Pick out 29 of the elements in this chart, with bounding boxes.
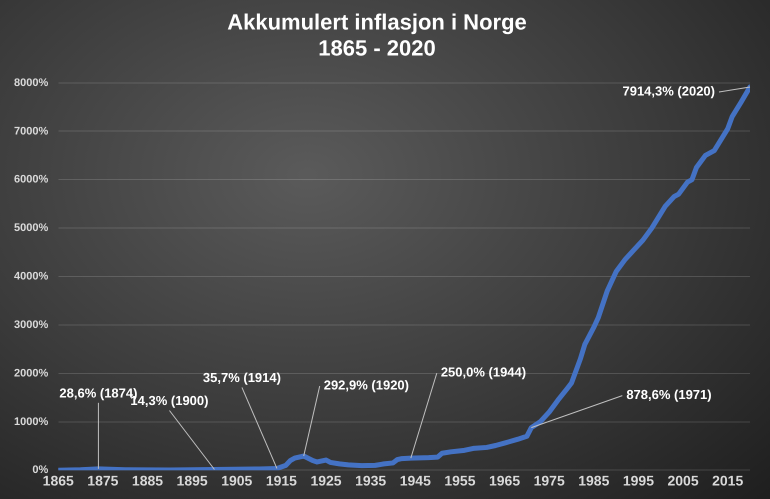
x-tick-label: 2015 [712, 472, 744, 488]
y-tick-label: 5000% [14, 222, 48, 234]
x-tick-label: 1905 [221, 472, 253, 488]
x-tick-label: 1915 [266, 472, 298, 488]
x-tick-label: 1885 [132, 472, 164, 488]
x-tick-label: 1875 [87, 472, 119, 488]
annotation: 250,0% (1944) [440, 364, 526, 380]
x-tick-label: 1975 [534, 472, 565, 488]
x-tick-label: 1985 [578, 472, 610, 488]
annotation: 7914,3% (2020) [622, 84, 715, 99]
x-tick-label: 1935 [355, 472, 386, 488]
x-tick-label: 2005 [667, 472, 699, 488]
y-tick-label: 7000% [14, 125, 48, 138]
x-tick-label: 1895 [176, 472, 208, 488]
x-tick-label: 1955 [444, 472, 476, 488]
y-tick-label: 6000% [14, 174, 48, 186]
chart-title: Akkumulert inflasjon i Norge 1865 - 2020 [227, 9, 527, 61]
y-tick-label: 4000% [14, 270, 48, 283]
annotation: 292,9% (1920) [324, 378, 409, 393]
annotation: 878,6% (1971) [626, 387, 712, 402]
y-tick-label: 8000% [14, 76, 48, 89]
x-tick-label: 1925 [310, 472, 342, 488]
y-tick-label: 2000% [14, 367, 48, 380]
x-tick-label: 1995 [622, 472, 654, 488]
y-tick-label: 1000% [14, 416, 48, 428]
x-tick-label: 1965 [488, 472, 520, 488]
y-tick-label: 3000% [14, 318, 48, 331]
annotation: 35,7% (1914) [202, 370, 281, 386]
x-tick-label: 1945 [400, 472, 432, 488]
